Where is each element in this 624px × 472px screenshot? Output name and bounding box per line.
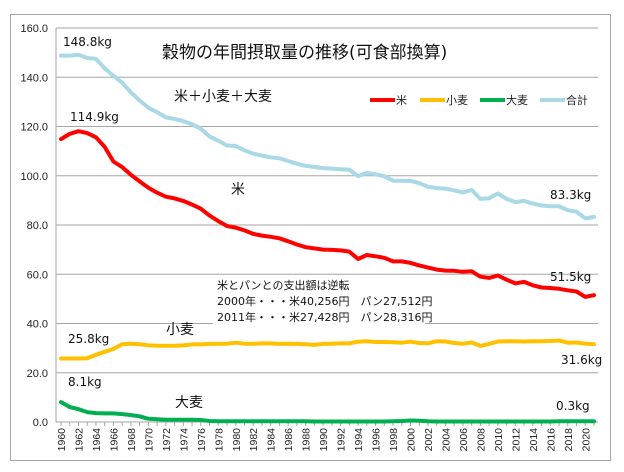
x-tick-label: 1960 xyxy=(56,428,68,452)
y-axis-ticks: 0.0 20.0 40.0 60.0 80.0 100.0 120.0 140.0 160.0 xyxy=(20,23,48,429)
x-tick-label: 1974 xyxy=(178,428,190,452)
legend-label: 米 xyxy=(396,94,407,107)
rice-end-label: 51.5kg xyxy=(550,270,591,284)
x-tick-label: 2010 xyxy=(493,428,505,452)
note-background xyxy=(213,276,425,324)
note-line-1: 米とパンとの支出額は逆転 xyxy=(217,278,349,292)
series-lines xyxy=(59,52,596,424)
y-tick-label: 40.0 xyxy=(27,319,48,331)
x-tick-label: 1962 xyxy=(73,428,85,452)
barley-start-label: 8.1kg xyxy=(68,375,102,389)
x-tick-label: 1972 xyxy=(161,428,173,452)
barley-series-label: 大麦 xyxy=(175,395,203,411)
series-line-0 xyxy=(59,129,596,299)
legend-label: 小麦 xyxy=(446,94,468,107)
barley-end-label: 0.3kg xyxy=(556,399,590,413)
x-tick-label: 1970 xyxy=(143,428,155,452)
series-line-1 xyxy=(59,338,596,361)
y-tick-label: 0.0 xyxy=(33,417,48,429)
legend-label: 大麦 xyxy=(506,93,528,107)
x-tick-label: 1966 xyxy=(108,428,120,452)
x-tick-label: 2000 xyxy=(406,428,418,452)
x-tick-label: 1990 xyxy=(318,428,330,452)
legend-label: 合計 xyxy=(566,93,588,107)
series-line-2 xyxy=(59,400,596,424)
x-tick-label: 1980 xyxy=(231,428,243,452)
note-line-2: 2000年・・・米40,256円 パン27,512円 xyxy=(217,294,433,308)
x-tick-label: 2004 xyxy=(440,428,452,452)
x-tick-label: 1976 xyxy=(196,428,208,452)
rice-series-label: 米 xyxy=(231,182,245,198)
gridlines xyxy=(55,27,598,422)
y-tick-label: 80.0 xyxy=(27,220,48,232)
x-tick-label: 2012 xyxy=(510,428,522,452)
y-tick-label: 60.0 xyxy=(27,269,48,281)
total-start-label: 148.8kg xyxy=(63,35,112,49)
x-axis: 1960 1962 1964 1966 1968 1970 1972 1974 1976 1978… xyxy=(56,421,598,452)
total-series-label: 米＋小麦＋大麦 xyxy=(174,89,272,105)
y-tick-label: 20.0 xyxy=(27,368,48,380)
note-line-3: 2011年・・・米27,428円 パン28,316円 xyxy=(217,310,433,324)
chart-frame xyxy=(10,14,611,461)
x-tick-label: 2002 xyxy=(423,428,435,452)
x-tick-label: 2018 xyxy=(563,428,575,452)
x-tick-label: 1994 xyxy=(353,428,365,452)
x-tick-label: 1992 xyxy=(336,428,348,452)
x-tick-label: 2020 xyxy=(580,428,592,452)
wheat-end-label: 31.6kg xyxy=(561,353,602,367)
y-tick-label: 140.0 xyxy=(20,72,48,84)
chart-title: 穀物の年間摂取量の推移(可食部換算) xyxy=(162,43,447,63)
x-tick-label: 1968 xyxy=(126,428,138,452)
x-tick-label: 2006 xyxy=(458,428,470,452)
x-tick-label: 2008 xyxy=(475,428,487,452)
wheat-series-label: 小麦 xyxy=(166,322,194,338)
x-tick-label: 1984 xyxy=(266,428,278,452)
total-end-label: 83.3kg xyxy=(550,188,591,202)
x-tick-label: 1988 xyxy=(301,428,313,452)
x-tick-label: 2016 xyxy=(545,428,557,452)
y-tick-label: 120.0 xyxy=(20,122,48,134)
y-tick-label: 160.0 xyxy=(20,23,48,35)
x-tick-label: 1982 xyxy=(248,428,260,452)
x-tick-label: 1964 xyxy=(91,428,103,452)
y-tick-label: 100.0 xyxy=(20,171,48,183)
legend: 米 小麦 大麦 合計 xyxy=(370,93,588,107)
x-tick-label: 1998 xyxy=(388,428,400,452)
x-tick-label: 2014 xyxy=(528,428,540,452)
x-tick-label: 1978 xyxy=(213,428,225,452)
series-line-3 xyxy=(59,52,596,221)
wheat-start-label: 25.8kg xyxy=(68,332,109,346)
x-tick-label: 1996 xyxy=(371,428,383,452)
x-tick-label: 1986 xyxy=(283,428,295,452)
rice-start-label: 114.9kg xyxy=(70,110,119,124)
